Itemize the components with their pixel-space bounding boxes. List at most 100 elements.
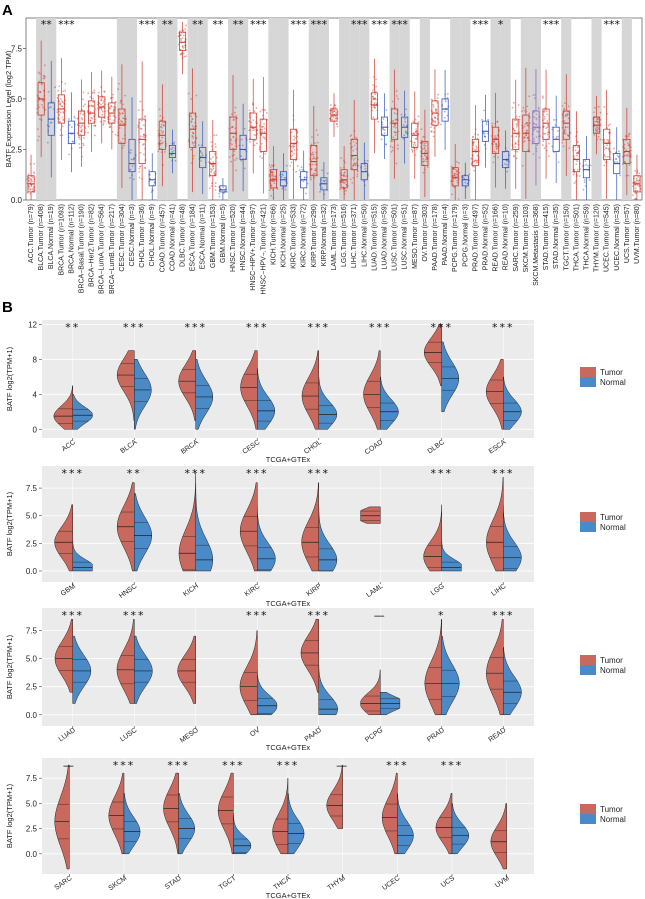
panel-a-point xyxy=(93,124,95,127)
panel-a-point xyxy=(269,166,272,169)
panel-a-point xyxy=(354,163,357,166)
panel-a-point xyxy=(73,117,76,119)
panel-a-point xyxy=(253,144,256,147)
panel-a-point xyxy=(477,133,479,136)
panel-a-point xyxy=(491,122,493,125)
panel-a-point xyxy=(606,155,609,158)
panel-a-point xyxy=(538,108,540,110)
panel-a-point xyxy=(87,92,90,95)
panel-a-point xyxy=(89,110,92,113)
panel-a-point xyxy=(473,159,476,162)
panel-a-point xyxy=(293,138,295,141)
panel-a-point xyxy=(603,106,606,108)
panel-b-normal-violin xyxy=(318,376,338,430)
panel-a-point xyxy=(481,118,483,121)
legend-label-normal: Normal xyxy=(600,666,626,675)
panel-a-point xyxy=(515,135,518,138)
panel-a-point xyxy=(33,162,36,165)
panel-a-point xyxy=(564,126,567,129)
panel-a-point xyxy=(535,117,538,120)
panel-a-point xyxy=(339,166,342,169)
panel-a-point xyxy=(606,138,609,141)
panel-b-normal-violin xyxy=(503,504,522,572)
panel-a-category-label: CESC.Tumor (n=304) xyxy=(119,204,126,272)
panel-a-point xyxy=(545,110,548,113)
panel-b-y-tick-label: 4 xyxy=(33,390,38,399)
panel-a-point xyxy=(92,97,95,100)
panel-a-point xyxy=(525,121,528,124)
panel-a-point xyxy=(192,127,195,129)
panel-a-point xyxy=(162,124,165,127)
panel-a-point xyxy=(98,107,101,110)
panel-a-point xyxy=(90,104,93,107)
panel-a-point xyxy=(61,125,64,128)
panel-a-point xyxy=(415,130,418,132)
panel-a-point xyxy=(493,137,496,139)
panel-a-point xyxy=(524,134,527,137)
panel-a-point xyxy=(78,146,81,149)
panel-a-point xyxy=(495,137,498,139)
panel-a-category-label: BRCA−Basal.Tumor (n=190) xyxy=(79,204,86,293)
panel-a-point xyxy=(516,150,519,153)
panel-b-tumor-violin xyxy=(381,772,398,855)
panel-a-point xyxy=(316,141,319,144)
panel-a-significance: ** xyxy=(233,18,245,31)
panel-a-point xyxy=(253,110,256,113)
panel-a-point xyxy=(627,133,630,136)
panel-a-point xyxy=(180,52,183,55)
panel-a-point xyxy=(182,34,185,37)
panel-a-category-label: THCA.Normal (n=59) xyxy=(583,204,590,270)
panel-a-point xyxy=(627,144,630,147)
panel-a-point xyxy=(180,34,182,36)
panel-a-point xyxy=(291,150,294,153)
panel-a-category-label: SKCM.Tumor (n=103) xyxy=(523,204,530,272)
panel-a-point xyxy=(271,170,274,173)
panel-a-point xyxy=(142,109,144,112)
panel-a-point xyxy=(30,178,33,181)
panel-a-point xyxy=(33,171,35,174)
panel-b-y-tick-label: 12 xyxy=(28,320,37,329)
panel-a-point xyxy=(264,152,267,155)
panel-a-point xyxy=(457,198,460,200)
panel-a-point xyxy=(547,123,550,126)
panel-a-point xyxy=(344,175,347,178)
panel-a-point xyxy=(119,101,122,104)
panel-a-point xyxy=(513,129,516,132)
panel-a-point xyxy=(181,37,184,39)
panel-a-point xyxy=(526,137,529,139)
panel-a-label: A xyxy=(2,2,13,19)
legend-swatch-normal xyxy=(580,522,596,532)
panel-b-row-2: 0.0 2.5 5.0 7.5 BATF log2(TPM+1) *** GBM ** HNSC… xyxy=(5,466,626,608)
panel-a-point xyxy=(537,106,540,109)
panel-a-point xyxy=(82,98,84,101)
panel-a-point xyxy=(336,125,339,128)
panel-a-point xyxy=(514,142,517,144)
panel-b-row-3: 0.0 2.5 5.0 7.5 BATF log2(TPM+1) *** LUAD *** LU… xyxy=(5,608,626,752)
panel-a-point xyxy=(92,91,95,93)
panel-a-point xyxy=(178,30,181,33)
panel-a-point xyxy=(604,147,607,149)
panel-a-significance: ** xyxy=(162,18,174,31)
panel-a-category-label: UCEC.Normal (n=35) xyxy=(614,204,621,271)
panel-a-point xyxy=(516,120,519,122)
panel-a-point xyxy=(233,111,236,114)
panel-b-significance: — xyxy=(63,759,76,772)
panel-a-point xyxy=(453,174,456,177)
panel-a-point xyxy=(566,113,569,115)
panel-a-point xyxy=(475,145,478,148)
panel-a-point xyxy=(567,113,569,116)
panel-a-point xyxy=(58,100,61,103)
panel-b-significance: *** xyxy=(246,467,269,480)
panel-a-category-label: HNSC−HPV−.Tumor (n=421) xyxy=(260,204,267,295)
panel-b-y-tick-label: 2.5 xyxy=(26,825,38,834)
panel-a-point xyxy=(618,150,620,153)
panel-a-point xyxy=(343,182,346,185)
panel-a-significance: *** xyxy=(371,18,388,31)
panel-a-point xyxy=(634,189,637,192)
legend-label-tumor: Tumor xyxy=(600,805,623,814)
panel-b-category-label: LGG xyxy=(430,583,446,597)
panel-a-point xyxy=(636,179,639,182)
panel-a-point xyxy=(354,136,357,139)
panel-a-point xyxy=(595,127,597,130)
panel-a-category-label: KIRP.Tumor (n=290) xyxy=(311,204,318,268)
